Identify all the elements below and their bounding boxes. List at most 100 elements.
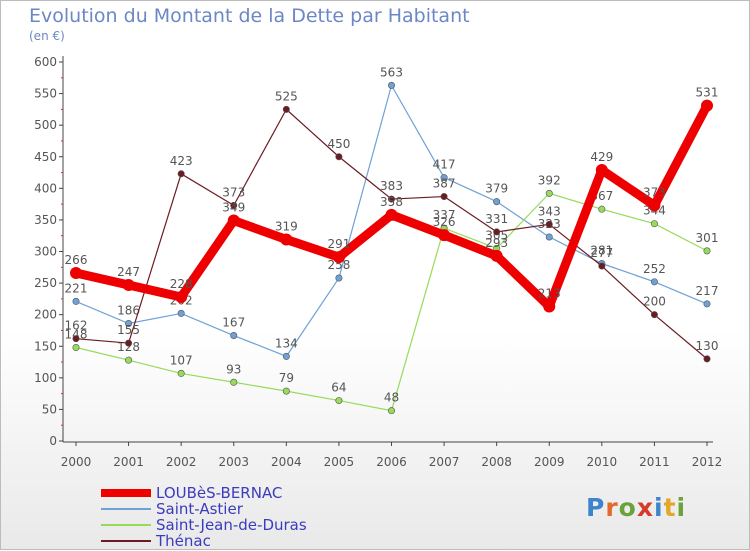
data-label: 326 [433, 215, 456, 229]
data-label: 429 [590, 150, 613, 164]
data-point [175, 290, 188, 303]
data-label: 417 [433, 158, 456, 172]
data-label: 293 [485, 236, 508, 250]
data-point [332, 251, 345, 264]
legend-swatch [101, 508, 151, 510]
data-label: 167 [222, 316, 245, 330]
legend-label: Saint-Jean-de-Duras [156, 516, 307, 534]
data-label: 217 [696, 284, 719, 298]
data-point [335, 274, 343, 282]
y-tick-label: 400 [34, 181, 57, 195]
legend-swatch [101, 540, 151, 542]
data-label: 423 [170, 154, 193, 168]
proxiti-logo: Proxiti [586, 493, 686, 522]
data-point [438, 229, 451, 242]
data-label: 252 [643, 262, 666, 276]
logo-letter: x [636, 493, 654, 522]
data-point [72, 297, 80, 305]
legend-label: Saint-Astier [156, 500, 243, 518]
legend-swatch [101, 524, 151, 526]
data-point [230, 201, 238, 209]
y-tick-label: 150 [34, 339, 57, 353]
legend-swatch [101, 489, 151, 497]
data-point [650, 220, 658, 228]
data-point [703, 355, 711, 363]
x-tick-label: 2009 [534, 455, 565, 469]
data-label: 107 [170, 353, 193, 367]
data-point [703, 247, 711, 255]
x-tick-label: 2002 [166, 455, 197, 469]
y-tick-label: 200 [34, 308, 57, 322]
x-tick-label: 2012 [692, 455, 723, 469]
data-point [230, 332, 238, 340]
data-label: 563 [380, 65, 403, 79]
data-point [598, 262, 606, 270]
data-label: 450 [327, 137, 350, 151]
data-label: 373 [222, 185, 245, 199]
data-point [177, 170, 185, 178]
x-tick-label: 2007 [429, 455, 460, 469]
data-label: 148 [65, 328, 88, 342]
data-point [177, 369, 185, 377]
chart-subtitle: (en €) [29, 29, 65, 43]
data-label: 331 [485, 212, 508, 226]
data-point [385, 208, 398, 221]
data-label: 186 [117, 304, 140, 318]
data-point [545, 233, 553, 241]
data-point [650, 311, 658, 319]
data-point [440, 174, 448, 182]
series-line [75, 108, 708, 360]
data-point [227, 214, 240, 227]
data-point [70, 266, 82, 279]
data-label: 383 [380, 179, 403, 193]
chart-title: Evolution du Montant de la Dette par Hab… [29, 5, 470, 27]
data-label: 531 [696, 86, 719, 100]
x-tick-label: 2004 [271, 455, 302, 469]
data-point [335, 153, 343, 161]
legend-label: LOUBèS-BERNAC [156, 484, 283, 502]
data-point [177, 309, 185, 317]
data-point [230, 378, 238, 386]
data-label: 358 [380, 195, 403, 209]
data-label: 319 [275, 219, 298, 233]
data-point [335, 397, 343, 405]
data-label: 130 [696, 339, 719, 353]
data-label: 134 [275, 336, 298, 350]
y-tick-label: 250 [34, 276, 57, 290]
data-label: 48 [384, 391, 399, 405]
logo-letter: r [605, 493, 619, 522]
data-point [650, 278, 658, 286]
x-tick-label: 2006 [376, 455, 407, 469]
data-point [701, 99, 713, 112]
data-point [282, 352, 290, 360]
data-point [490, 249, 503, 262]
data-label: 301 [696, 231, 719, 245]
data-label: 379 [485, 182, 508, 196]
logo-letter: o [618, 493, 637, 522]
data-point [387, 195, 395, 203]
logo-letter: i [676, 493, 687, 522]
logo-letter: t [663, 493, 677, 522]
data-label: 200 [643, 295, 666, 309]
data-point [125, 320, 133, 328]
data-label: 258 [327, 258, 350, 272]
data-point [493, 198, 501, 206]
data-point [72, 344, 80, 352]
data-label: 343 [538, 204, 561, 218]
data-label: 277 [590, 246, 613, 260]
y-tick-label: 50 [42, 402, 57, 416]
x-tick-label: 2011 [639, 455, 670, 469]
data-point [545, 189, 553, 197]
legend-label: Thénac [156, 532, 211, 550]
data-point [387, 81, 395, 89]
data-point [440, 193, 448, 201]
y-tick-label: 300 [34, 245, 57, 259]
data-point [543, 300, 556, 313]
data-label: 155 [117, 323, 140, 337]
x-tick-label: 2001 [113, 455, 144, 469]
data-point [122, 278, 135, 291]
x-tick-label: 2000 [61, 455, 92, 469]
data-point [493, 228, 501, 236]
logo-letter: i [654, 493, 664, 522]
